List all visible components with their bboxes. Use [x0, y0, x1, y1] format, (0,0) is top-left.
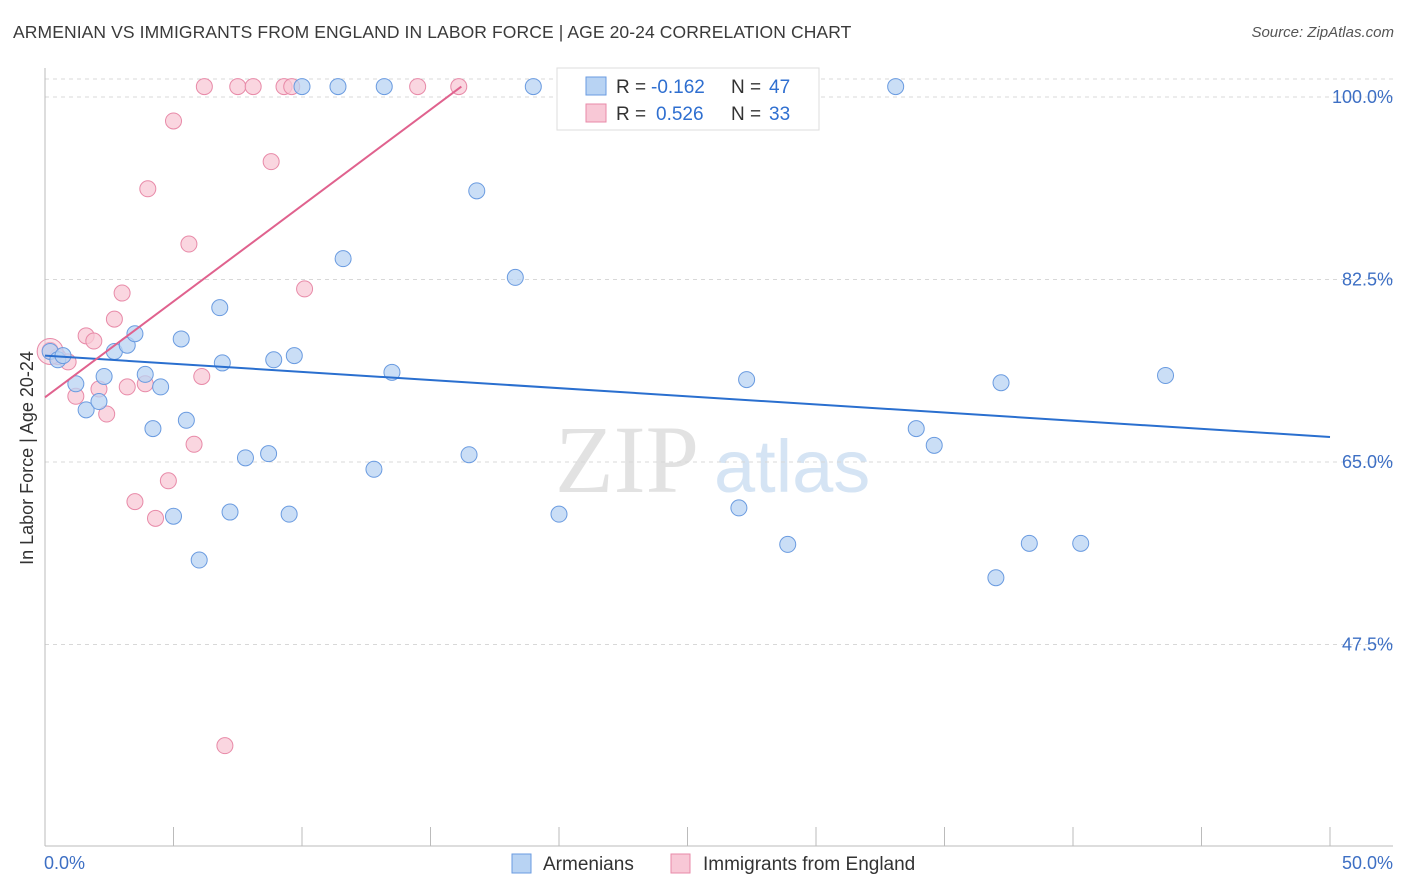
stats-n-value-2: 33	[769, 104, 790, 125]
gridlines	[45, 78, 1393, 645]
armenian-point	[211, 299, 229, 317]
armenian-point	[907, 420, 925, 438]
armenian-point	[738, 371, 756, 389]
armenian-point	[213, 354, 231, 372]
armenian-point	[144, 420, 162, 438]
england-point	[98, 405, 116, 423]
legend-label-armenians: Armenians	[543, 854, 634, 875]
england-point	[193, 367, 211, 385]
legend-swatch-england	[670, 853, 691, 874]
armenian-point	[236, 449, 254, 467]
england-point	[180, 235, 198, 253]
england-point	[229, 78, 247, 96]
england-point	[159, 472, 177, 490]
armenian-point	[90, 393, 108, 411]
axes	[44, 68, 1393, 847]
armenian-point	[365, 460, 383, 478]
trend-lines	[44, 85, 1331, 438]
armenian-trend-line	[44, 354, 1331, 438]
stats-n-label-2: N =	[731, 104, 761, 125]
watermark-atlas: atlas	[714, 425, 870, 508]
stats-legend: R = -0.162 N = 47 R = 0.526 N = 33	[556, 67, 820, 131]
england-point	[105, 310, 123, 328]
y-tick-label: 65.0%	[1342, 452, 1393, 472]
stats-swatch-england	[585, 103, 607, 123]
england-point	[409, 78, 427, 96]
armenian-point	[992, 374, 1010, 392]
england-point	[195, 78, 213, 96]
stats-r-label-2: R =	[616, 104, 646, 125]
x-tick-label-max: 50.0%	[1342, 853, 1393, 873]
armenian-point	[383, 363, 401, 381]
armenian-point	[172, 330, 190, 348]
stats-n-label-1: N =	[731, 77, 761, 98]
armenian-point	[987, 569, 1005, 587]
stats-r-label-1: R =	[616, 77, 646, 98]
stats-r-value-1: -0.162	[651, 77, 705, 98]
armenian-point	[375, 78, 393, 96]
stats-n-value-1: 47	[769, 77, 790, 98]
armenian-point	[779, 535, 797, 553]
armenian-point	[260, 445, 278, 463]
england-point	[139, 180, 157, 198]
y-tick-label: 47.5%	[1342, 635, 1393, 655]
england-point	[216, 737, 234, 755]
armenian-point	[524, 78, 542, 96]
armenian-point	[95, 367, 113, 385]
armenian-point	[152, 378, 170, 396]
england-point	[165, 112, 182, 130]
legend-swatch-armenians	[511, 853, 532, 874]
armenian-point	[506, 268, 524, 286]
armenian-point	[1157, 366, 1175, 384]
armenian-point	[334, 250, 352, 268]
armenian-point	[887, 78, 905, 96]
stats-r-value-2: 0.526	[656, 104, 704, 125]
armenian-point	[177, 411, 195, 429]
armenian-point	[165, 507, 182, 525]
england-point	[185, 435, 203, 453]
series-immigrants-from-england	[36, 78, 468, 755]
armenian-point	[460, 446, 478, 464]
armenian-point	[468, 182, 486, 200]
armenian-point	[136, 365, 154, 383]
stats-swatch-armenians	[585, 76, 607, 96]
armenian-point	[265, 351, 283, 369]
armenian-point	[1072, 534, 1090, 552]
armenian-point	[126, 325, 144, 343]
england-point	[113, 284, 131, 302]
armenian-point	[293, 78, 311, 96]
source-credit: Source: ZipAtlas.com	[1251, 24, 1394, 41]
england-point	[244, 78, 262, 96]
armenian-point	[77, 401, 95, 419]
armenian-point	[221, 503, 239, 521]
england-point	[262, 153, 280, 171]
chart-title: ARMENIAN VS IMMIGRANTS FROM ENGLAND IN L…	[13, 22, 852, 42]
england-point	[147, 509, 165, 527]
armenian-point	[280, 505, 298, 523]
armenian-point	[1020, 534, 1038, 552]
series-armenians	[41, 78, 1175, 587]
y-tick-labels: 47.5% 65.0% 82.5% 100.0%	[1332, 87, 1393, 655]
legend-label-england: Immigrants from England	[703, 854, 915, 875]
armenian-point	[550, 505, 568, 523]
armenian-point	[190, 551, 208, 569]
armenian-point	[329, 78, 347, 96]
armenian-point	[285, 347, 303, 365]
england-point	[118, 378, 136, 396]
x-tick-label-min: 0.0%	[44, 853, 85, 873]
bottom-legend: Armenians Immigrants from England	[511, 853, 915, 875]
england-point	[296, 280, 314, 298]
england-trend-line	[44, 85, 462, 399]
y-axis-label: In Labor Force | Age 20-24	[17, 351, 37, 565]
armenian-point	[67, 375, 85, 393]
england-point	[85, 332, 103, 350]
y-tick-label: 100.0%	[1332, 87, 1393, 107]
watermark-zip: ZIP	[555, 406, 699, 513]
armenian-point	[925, 436, 943, 454]
armenian-point	[730, 499, 748, 517]
england-point	[126, 493, 144, 511]
y-tick-label: 82.5%	[1342, 270, 1393, 290]
